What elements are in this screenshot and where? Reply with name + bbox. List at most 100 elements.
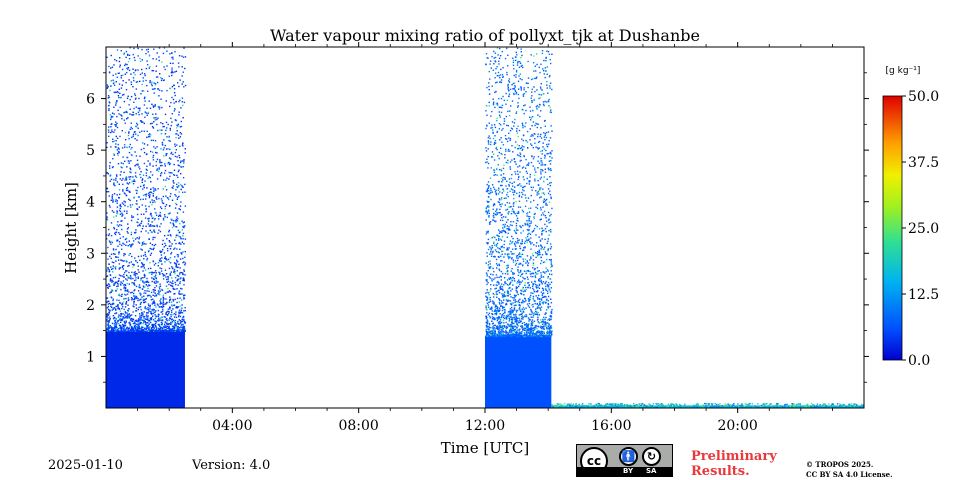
data-point [533,199,535,202]
data-point [128,176,130,178]
data-point [517,259,519,262]
data-point [112,201,114,203]
data-point [157,309,160,312]
data-point [493,124,496,126]
data-point [179,281,181,283]
data-point [170,271,172,273]
data-point [491,332,494,334]
data-point [111,302,114,305]
data-point [517,270,519,272]
data-point [514,85,516,87]
data-point [162,188,164,190]
data-point [143,184,145,186]
data-point [153,230,155,233]
data-point [139,131,141,133]
data-point [128,283,130,285]
data-point [154,324,157,327]
data-point [497,306,499,309]
data-point [139,313,141,315]
data-point [504,157,506,159]
data-point [149,306,151,308]
data-point [540,260,543,262]
data-point [121,293,123,296]
data-point [516,237,519,240]
data-point [148,192,150,194]
data-point [502,144,505,146]
data-point [549,283,551,286]
data-point [527,222,529,224]
data-point [516,287,519,289]
data-point [134,98,137,100]
data-point [161,144,164,146]
data-point [512,237,514,240]
data-point [137,127,139,129]
data-point [536,302,538,305]
data-point [500,276,502,278]
data-point [498,276,500,279]
data-point [177,196,179,199]
data-point [496,276,498,279]
data-point [134,59,136,62]
data-point [540,326,542,329]
data-point [487,292,490,294]
data-point [486,327,489,329]
data-point [162,299,164,301]
data-point [140,248,142,250]
data-point [506,236,508,238]
data-point [511,235,513,238]
data-point [518,200,521,202]
data-point [487,248,490,251]
data-point [139,60,142,63]
data-point [170,245,172,247]
data-point [123,200,125,202]
data-point [180,160,182,162]
data-point [501,153,503,156]
data-point [118,113,120,115]
data-point [168,205,171,207]
data-point [543,176,545,178]
data-point [174,202,177,205]
data-point [486,291,489,294]
data-point [487,242,489,244]
data-point [144,217,147,219]
data-point [145,314,148,316]
data-point [504,282,506,284]
data-point [145,168,147,171]
data-point [129,167,131,169]
data-point [114,325,116,327]
data-point [492,331,494,333]
data-point [513,122,516,124]
data-point [549,58,551,61]
data-point [169,140,171,142]
data-point [127,232,129,234]
data-point [518,212,520,214]
data-point [114,124,116,126]
data-point [530,201,532,203]
data-point [543,200,546,203]
data-point [158,330,161,332]
data-point [141,296,143,298]
data-point [184,256,186,258]
data-point [112,327,115,329]
data-point [154,326,157,328]
data-point [498,247,501,250]
data-point [163,139,165,141]
data-point [500,231,502,233]
data-point [154,212,157,214]
data-point [502,173,505,175]
data-point [123,210,126,212]
data-point [516,331,518,334]
data-point [134,320,137,322]
data-point [116,320,119,322]
data-point [506,191,509,194]
data-point [164,113,167,116]
data-point [515,262,518,265]
data-point [144,96,146,98]
data-point [168,136,170,138]
data-point [505,115,508,118]
data-point [166,153,168,155]
data-point [519,328,521,330]
data-point [532,230,534,232]
data-point [532,147,534,149]
data-point [526,260,528,262]
